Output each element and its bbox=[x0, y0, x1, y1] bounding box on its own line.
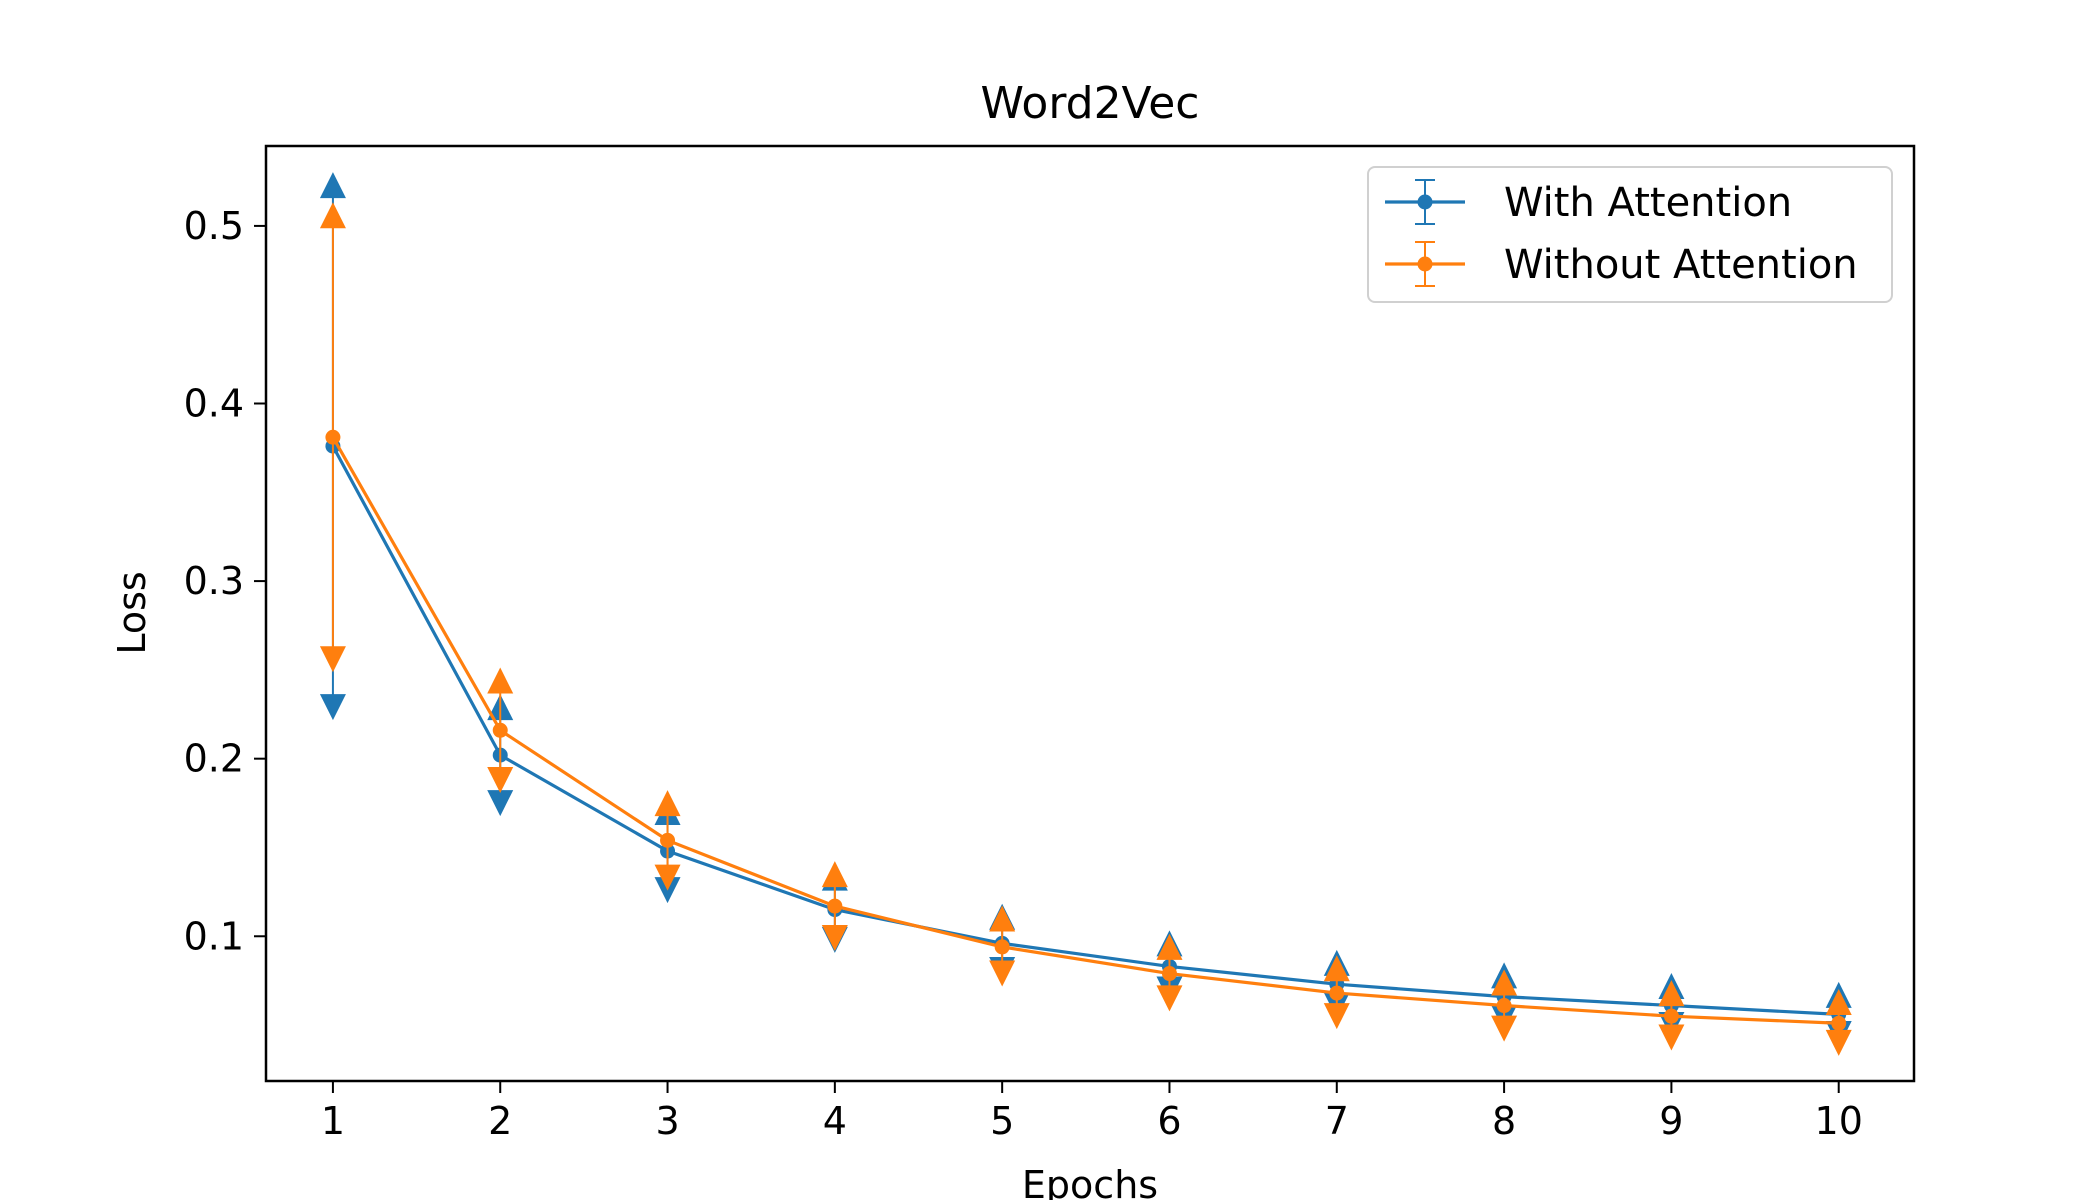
axis-ticks: 1 2 3 4 5 6 7 8 9 10 0.1 0.2 0.3 0.4 0.5 bbox=[184, 204, 1863, 1143]
series-2-upper-limit-marker bbox=[1491, 969, 1518, 996]
legend-item-1-label: With Attention bbox=[1504, 180, 1792, 226]
series-2-lower-limit-marker bbox=[654, 864, 681, 891]
series-2-point bbox=[1663, 1008, 1679, 1024]
legend-item-2: Without Attention bbox=[1385, 241, 1858, 288]
x-tick-label: 1 bbox=[321, 1099, 345, 1143]
series-2-lower-limit-marker bbox=[319, 646, 346, 673]
series-2-line bbox=[331, 436, 1839, 1025]
series-2-upper-limit-marker bbox=[989, 905, 1016, 932]
series-2-lower-limit-marker bbox=[1825, 1029, 1852, 1056]
y-tick-label: 0.3 bbox=[184, 559, 244, 603]
series-2 bbox=[319, 202, 1852, 1056]
series-2-upper-limit-marker bbox=[1156, 933, 1183, 960]
legend: With Attention Without Attention bbox=[1367, 166, 1893, 303]
series-1-upper-limit-marker bbox=[319, 172, 346, 199]
series-2-point bbox=[827, 898, 843, 914]
legend-item-2-marker bbox=[1417, 256, 1433, 272]
x-tick-label: 5 bbox=[990, 1099, 1014, 1143]
x-tick-label: 6 bbox=[1157, 1099, 1181, 1143]
series-2-point bbox=[1329, 985, 1345, 1001]
series-1-line bbox=[331, 445, 1839, 1016]
series-2-point bbox=[1161, 966, 1177, 982]
y-tick-label: 0.1 bbox=[184, 914, 244, 958]
series-2-upper-limit-marker bbox=[487, 667, 514, 694]
x-tick-label: 10 bbox=[1815, 1099, 1863, 1143]
x-tick-label: 3 bbox=[655, 1099, 679, 1143]
series-2-upper-limit-marker bbox=[1825, 988, 1852, 1015]
series-2-upper-limit-marker bbox=[319, 202, 346, 229]
series-2-point bbox=[325, 429, 341, 445]
series-1-lower-limit-marker bbox=[487, 790, 514, 817]
series-2-upper-limit-marker bbox=[654, 790, 681, 817]
legend-frame bbox=[1367, 166, 1893, 303]
series-2-point bbox=[1496, 998, 1512, 1014]
series-2-upper-limit-marker bbox=[821, 861, 848, 888]
y-tick-label: 0.5 bbox=[184, 204, 244, 248]
x-tick-label: 2 bbox=[488, 1099, 512, 1143]
y-tick-label: 0.4 bbox=[184, 382, 244, 426]
x-axis-label: Epochs bbox=[1022, 1163, 1158, 1200]
series-1-lower-limit-marker bbox=[319, 694, 346, 721]
series-2-point bbox=[1831, 1015, 1847, 1031]
series-2-lower-limit-marker bbox=[1658, 1024, 1685, 1051]
series-2-point bbox=[492, 722, 508, 738]
plot-area bbox=[319, 172, 1852, 1056]
series-2-upper-limit-marker bbox=[1658, 980, 1685, 1007]
series-2-lower-limit-marker bbox=[487, 766, 514, 793]
legend-item-2-label: Without Attention bbox=[1504, 242, 1858, 288]
y-tick-label: 0.2 bbox=[184, 737, 244, 781]
series-2-lower-limit-marker bbox=[1323, 1003, 1350, 1030]
series-2-point bbox=[994, 939, 1010, 955]
series-2-point bbox=[660, 832, 676, 848]
legend-item-1-marker bbox=[1417, 194, 1433, 210]
x-tick-label: 8 bbox=[1492, 1099, 1516, 1143]
series-2-lower-limit-marker bbox=[1491, 1015, 1518, 1042]
x-tick-label: 9 bbox=[1659, 1099, 1683, 1143]
chart-title: Word2Vec bbox=[980, 78, 1199, 129]
legend-item-1: With Attention bbox=[1385, 179, 1792, 226]
plot-frame bbox=[264, 144, 1916, 1083]
series-2-lower-limit-marker bbox=[989, 960, 1016, 987]
series-2-lower-limit-marker bbox=[1156, 985, 1183, 1012]
series-2-lower-limit-marker bbox=[821, 925, 848, 952]
x-tick-label: 4 bbox=[823, 1099, 847, 1143]
y-axis-label: Loss bbox=[110, 571, 154, 654]
series-2-upper-limit-marker bbox=[1323, 955, 1350, 982]
x-tick-label: 7 bbox=[1325, 1099, 1349, 1143]
